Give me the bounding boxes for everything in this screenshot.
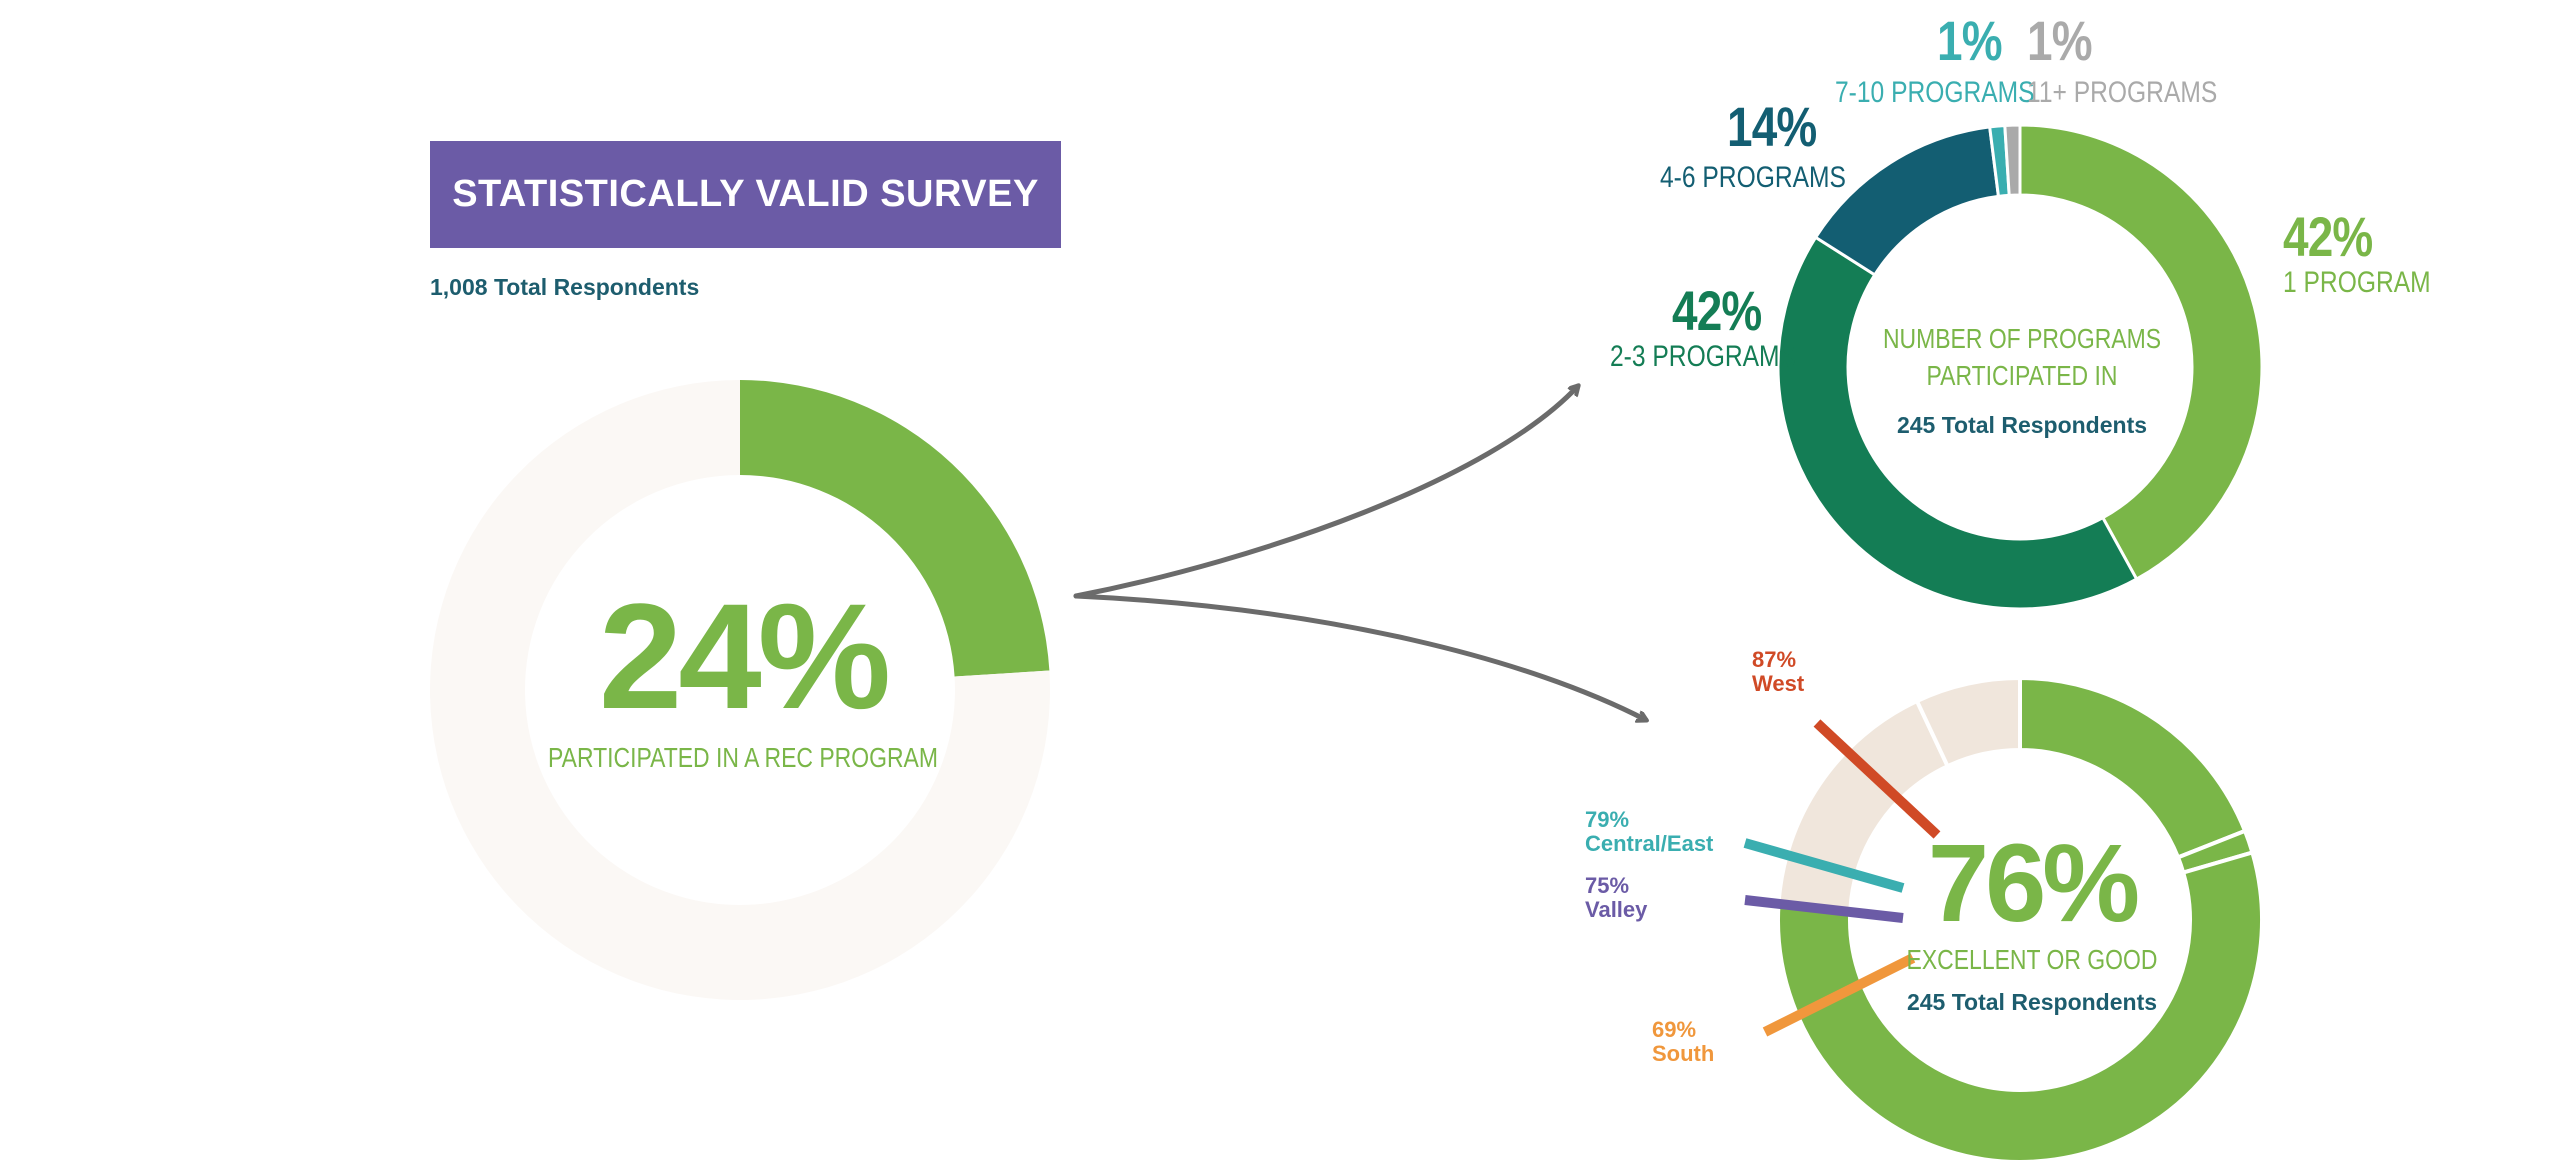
quality-slice-4	[1914, 675, 2022, 769]
programs-slice-2	[1813, 125, 2001, 277]
region-line-south	[1762, 953, 1916, 1037]
participation-donut	[430, 380, 1051, 1000]
region-south: 69% South	[1652, 1018, 1714, 1066]
programs-caption-line2: PARTICIPATED IN	[1926, 360, 2118, 391]
quality-donut	[1776, 675, 2264, 1163]
programs-slice-4	[2003, 123, 2022, 197]
label-1-program: 1 PROGRAM	[2283, 266, 2431, 299]
region-south-name: South	[1652, 1041, 1715, 1066]
label-11-plus-programs-percent: 1%	[2027, 9, 2093, 72]
region-line-west	[1813, 719, 1941, 839]
region-south-pct: 69%	[1652, 1017, 1697, 1042]
label-1-program-percent: 42%	[2283, 205, 2373, 268]
region-valley-pct: 75%	[1585, 873, 1630, 898]
label-2-3-programs: 2-3 PROGRAMS	[1610, 340, 1796, 373]
region-west-name: West	[1752, 671, 1805, 696]
region-central-east-name: Central/East	[1585, 831, 1714, 856]
region-central-east-pct: 79%	[1585, 807, 1630, 832]
arrow-to-quality	[1073, 593, 1646, 720]
programs-caption-line1: NUMBER OF PROGRAMS	[1882, 323, 2162, 354]
region-central-east: 79% Central/East	[1585, 808, 1713, 856]
label-4-6-programs-percent: 14%	[1727, 95, 1817, 158]
label-4-6-programs: 4-6 PROGRAMS	[1660, 161, 1846, 194]
label-11-plus-programs: 11+ PROGRAMS	[2027, 76, 2218, 109]
quality-respondents: 245 Total Respondents	[1906, 989, 2158, 1015]
region-west-pct: 87%	[1752, 647, 1797, 672]
quality-percent: 76%	[1927, 822, 2140, 945]
participation-slice-1	[430, 380, 1051, 1000]
programs-slice-0	[2018, 123, 2264, 582]
region-west: 87% West	[1752, 648, 1804, 696]
quality-caption: EXCELLENT OR GOOD	[1906, 944, 2158, 975]
survey-title-banner: STATISTICALLY VALID SURVEY	[430, 141, 1061, 248]
region-valley-name: Valley	[1585, 897, 1648, 922]
total-respondents: 1,008 Total Respondents	[430, 274, 700, 300]
programs-respondents: 245 Total Respondents	[1896, 412, 2148, 438]
region-valley: 75% Valley	[1585, 874, 1647, 922]
participation-caption: PARTICIPATED IN A REC PROGRAM	[548, 742, 938, 773]
label-2-3-programs-percent: 42%	[1672, 279, 1762, 342]
region-indicator-lines	[1743, 719, 1941, 1037]
programs-donut	[1776, 123, 2264, 611]
participation-slice-0	[740, 380, 1050, 677]
label-7-10-programs: 7-10 PROGRAMS	[1835, 76, 2035, 109]
region-line-central-east	[1743, 838, 1905, 893]
quality-slice-2	[1776, 850, 2264, 1163]
arrow-to-programs	[1073, 386, 1578, 599]
region-line-valley	[1744, 895, 1904, 923]
label-7-10-programs-percent: 1%	[1937, 9, 2003, 72]
programs-slice-1	[1776, 235, 2139, 611]
participation-percent: 24%	[598, 572, 891, 740]
